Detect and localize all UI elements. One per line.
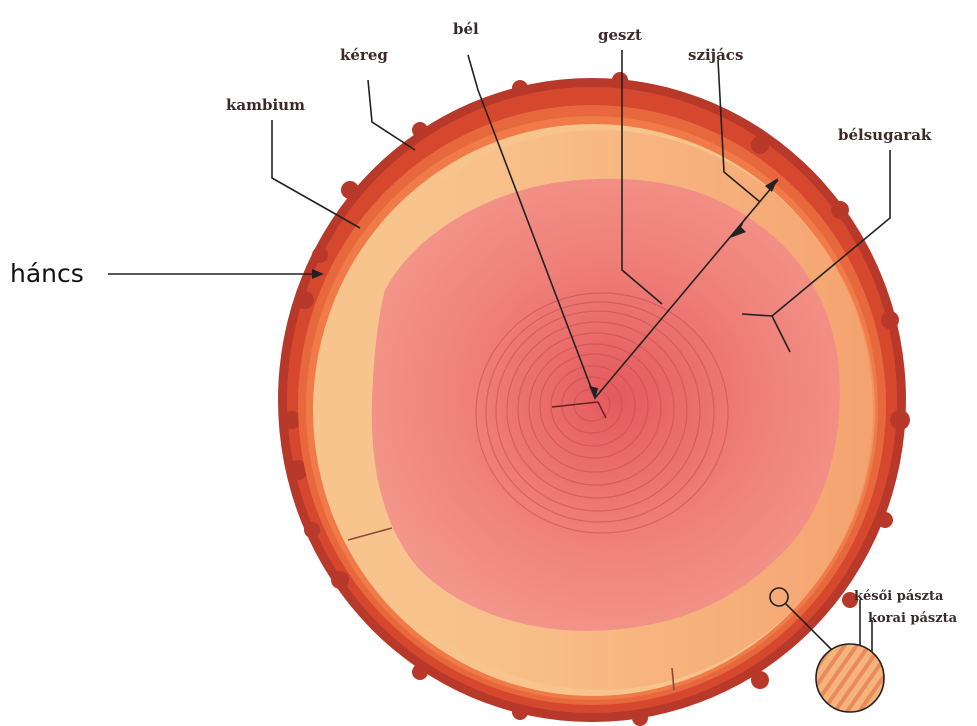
label-belsugarak: bélsugarak	[838, 126, 932, 144]
heartwood	[371, 178, 840, 631]
label-bel: bél	[453, 20, 479, 38]
magnified-ring-inset	[815, 643, 885, 713]
pith	[551, 401, 607, 419]
label-szijacs: szijács	[688, 46, 743, 64]
label-hancs: háncs	[10, 259, 84, 288]
label-geszt: geszt	[598, 26, 642, 44]
label-kereg: kéreg	[340, 46, 388, 64]
cracks	[347, 527, 675, 691]
label-kambium: kambium	[226, 96, 305, 114]
label-korai-paszta: korai pászta	[868, 611, 958, 626]
growth-rings	[475, 292, 729, 534]
label-kesoi-paszta: késői pászta	[854, 589, 944, 604]
